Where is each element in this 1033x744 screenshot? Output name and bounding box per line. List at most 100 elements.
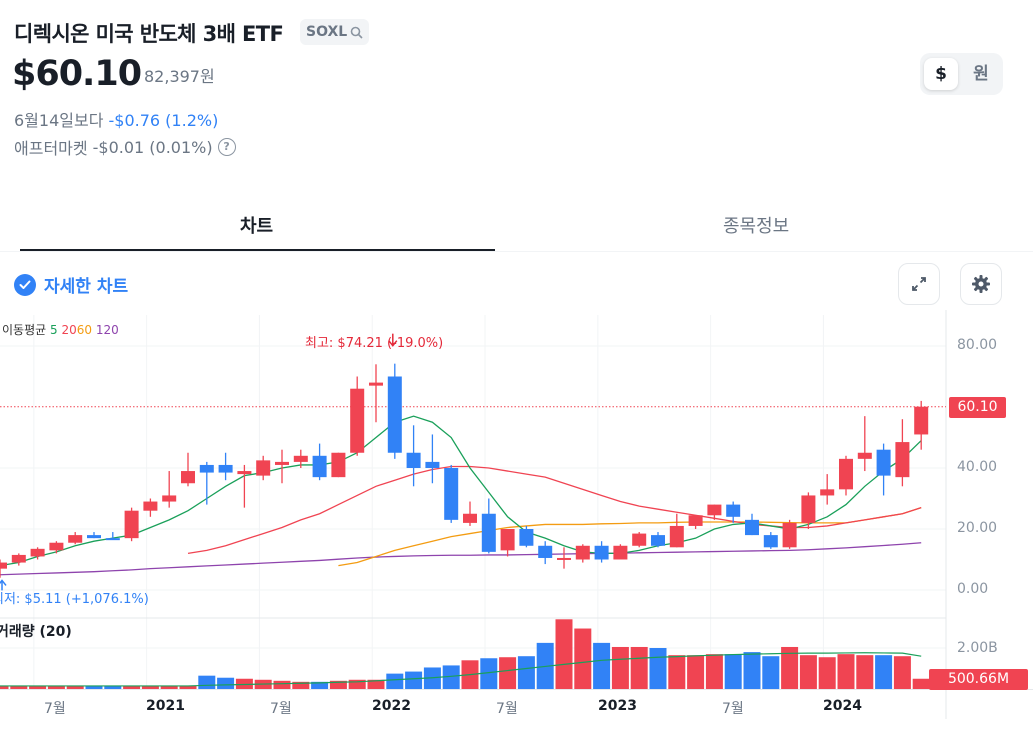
currency-toggle[interactable]: $ 원	[920, 53, 1003, 95]
chart-settings-button[interactable]	[960, 263, 1002, 305]
currency-krw-option[interactable]: 원	[973, 64, 989, 84]
volume-bar	[743, 652, 761, 689]
y-tick-label: 20.00	[957, 520, 998, 536]
ma-legend-label: 이동평균	[2, 323, 47, 337]
x-tick-label: 2022	[372, 698, 411, 714]
candle-body	[613, 545, 628, 560]
volume-bar	[781, 646, 799, 689]
volume-bar	[329, 680, 347, 689]
candle-body	[575, 545, 590, 560]
volume-bar	[235, 678, 253, 689]
volume-bar	[574, 628, 592, 689]
volume-bar	[856, 655, 874, 689]
volume-bar	[499, 657, 517, 689]
ma20-legend: 20	[61, 323, 77, 337]
detail-chart-label: 자세한 차트	[44, 277, 129, 297]
ticker-chip[interactable]: SOXL	[300, 19, 370, 45]
volume-bar	[198, 675, 216, 689]
volume-bar	[724, 654, 742, 689]
volume-bar	[555, 619, 573, 689]
volume-bar	[85, 685, 103, 689]
volume-label: 거래량 (20)	[0, 624, 72, 640]
volume-bar	[912, 678, 930, 689]
candle-body	[557, 557, 571, 560]
volume-bar	[66, 685, 84, 689]
low-marker-label: 최저: $5.11 (+1,076.1%)	[0, 592, 149, 607]
candle-body	[914, 406, 929, 435]
currency-usd-option[interactable]: $	[924, 58, 958, 90]
volume-bar	[10, 685, 28, 689]
candle-body	[820, 489, 835, 496]
candle-body	[275, 461, 289, 465]
candle-body	[237, 471, 252, 475]
ma5-line	[0, 415, 922, 567]
tab-divider	[0, 251, 1033, 252]
candle-body	[519, 529, 534, 546]
volume-bar	[405, 671, 423, 689]
ma5-legend: 5	[50, 323, 58, 337]
x-tick-label: 2023	[598, 698, 637, 714]
candle-body	[124, 510, 139, 539]
candle-body	[632, 533, 647, 546]
candle-body	[726, 504, 741, 517]
candle-body	[256, 460, 271, 476]
volume-bar	[705, 654, 723, 689]
moving-average-legend: 이동평균 5 2060 120	[2, 321, 119, 338]
candle-body	[481, 513, 496, 552]
volume-bar	[593, 642, 611, 689]
volume-bar	[104, 685, 122, 689]
price-change-row: 6월14일보다 -$0.76 (1.2%)	[14, 107, 218, 131]
candle-body	[199, 464, 214, 473]
candle-body	[463, 513, 477, 523]
volume-bar	[517, 656, 535, 689]
high-marker-arrow-head	[388, 340, 398, 347]
expand-icon	[912, 277, 926, 291]
candle-body	[387, 376, 402, 453]
volume-axis-label: 2.00B	[957, 640, 998, 656]
volume-bar	[292, 681, 310, 689]
check-icon	[14, 273, 36, 296]
volume-bar	[141, 685, 159, 689]
price-chart[interactable]	[0, 300, 1033, 744]
candle-body	[745, 519, 759, 536]
detail-chart-toggle[interactable]: 자세한 차트	[14, 272, 128, 297]
current-price: $60.10	[12, 54, 142, 94]
gear-icon	[972, 275, 990, 293]
volume-bar	[837, 654, 855, 689]
volume-bar	[367, 679, 385, 689]
high-marker-label: 최고: $74.21 (-19.0%)	[305, 336, 444, 351]
volume-bar	[386, 673, 404, 689]
volume-bar	[217, 677, 235, 689]
candle-body	[0, 562, 7, 569]
x-tick-label: 7월	[44, 701, 66, 717]
candle-body	[669, 525, 684, 548]
tab-stock-info[interactable]: 종목정보	[723, 216, 790, 237]
change-value: -$0.76 (1.2%)	[108, 111, 219, 130]
help-icon[interactable]: ?	[217, 138, 236, 156]
current-volume-tag: 500.66M	[929, 669, 1028, 690]
tab-chart[interactable]: 차트	[240, 216, 274, 237]
candle-body	[425, 461, 440, 468]
volume-bar	[47, 685, 65, 689]
candle-body	[839, 458, 853, 490]
candle-body	[162, 495, 177, 502]
x-tick-label: 7월	[722, 701, 744, 717]
candle-body	[444, 468, 459, 520]
y-tick-label: 80.00	[957, 337, 998, 353]
y-tick-label: 0.00	[957, 581, 989, 597]
ticker-symbol: SOXL	[306, 24, 348, 40]
volume-bar	[179, 685, 197, 689]
candle-body	[857, 452, 872, 459]
after-market-row: 애프터마켓 -$0.01 (0.01%) ?	[14, 135, 236, 159]
ma120-legend: 120	[95, 323, 119, 337]
candle-body	[406, 452, 421, 468]
low-marker-arrow-head	[0, 579, 7, 586]
x-tick-label: 7월	[270, 701, 292, 717]
volume-bar	[762, 656, 780, 689]
current-price-tag: 60.10	[949, 397, 1006, 418]
y-tick-label: 40.00	[957, 459, 998, 475]
expand-chart-button[interactable]	[898, 263, 940, 305]
ma120-line	[0, 542, 922, 576]
volume-bar	[875, 655, 893, 689]
volume-bar	[311, 681, 329, 689]
